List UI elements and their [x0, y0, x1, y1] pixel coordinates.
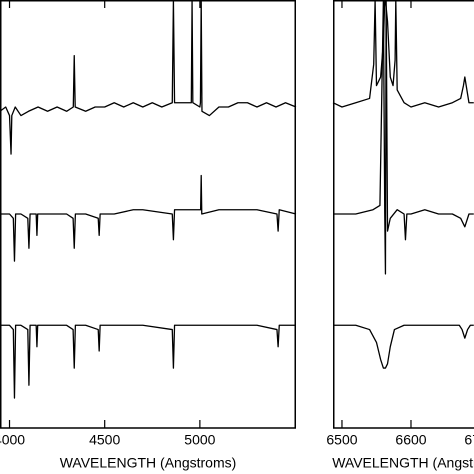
spectrum-line: [0, 324, 296, 399]
spectrum-line: [332, 0, 474, 108]
spectrum-line: [333, 0, 474, 275]
spectrum-line: [0, 0, 297, 155]
x-tick-label: 4000: [0, 432, 25, 448]
x-tick-label: 5000: [184, 432, 215, 448]
spectrum-line: [333, 324, 474, 369]
x-axis-label: WAVELENGTH (Angstroms): [332, 455, 474, 471]
spectrum-line: [0, 174, 297, 262]
x-tick-label: 6500: [326, 432, 357, 448]
x-axis-label: WAVELENGTH (Angstroms): [60, 455, 237, 471]
x-tick-label: 4500: [89, 432, 120, 448]
x-tick-label: 6600: [395, 432, 426, 448]
x-tick-label: 6700: [464, 432, 474, 448]
